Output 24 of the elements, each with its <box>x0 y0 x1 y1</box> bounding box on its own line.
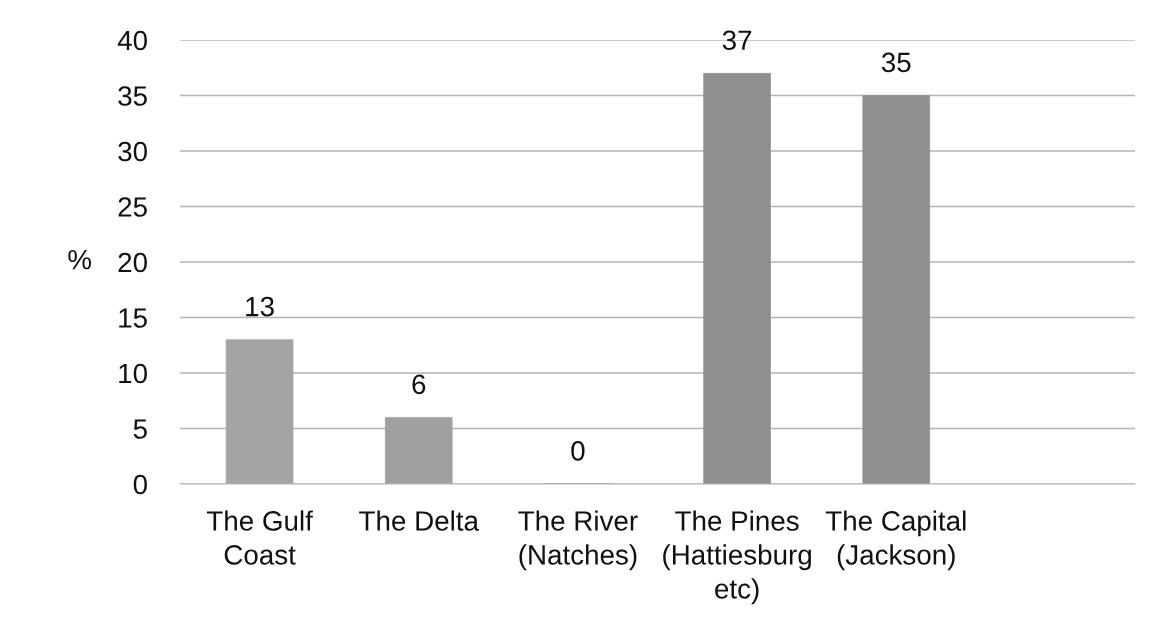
data-label: 13 <box>246 296 274 317</box>
y-tick-label: 40 <box>117 30 147 51</box>
y-tick-label: 15 <box>119 308 147 328</box>
y-tick-label: 5 <box>133 419 147 439</box>
y-tick-label: 10 <box>119 363 147 384</box>
bar <box>862 95 931 484</box>
x-tick-label: The Pines (Hattiesburg etc) <box>663 510 811 605</box>
bar <box>384 417 453 484</box>
bar <box>225 339 294 484</box>
bar <box>703 72 771 484</box>
y-tick-label: 0 <box>133 474 147 495</box>
y-axis-title: % <box>68 249 92 270</box>
x-tick-label: The Gulf Coast <box>206 510 313 565</box>
data-label: 35 <box>881 52 911 73</box>
data-label: 6 <box>412 374 426 395</box>
y-tick-label: 35 <box>118 86 147 106</box>
y-tick-label: 25 <box>118 197 147 217</box>
y-tick-label: 30 <box>118 141 147 162</box>
x-tick-label: The Delta <box>359 510 479 531</box>
x-tick-label: The Capital (Jackson) <box>825 510 966 571</box>
data-label: 37 <box>722 30 752 51</box>
y-tick-label: 20 <box>118 252 147 273</box>
x-tick-label: The River (Natches) <box>518 510 638 571</box>
data-label: 0 <box>571 441 585 461</box>
